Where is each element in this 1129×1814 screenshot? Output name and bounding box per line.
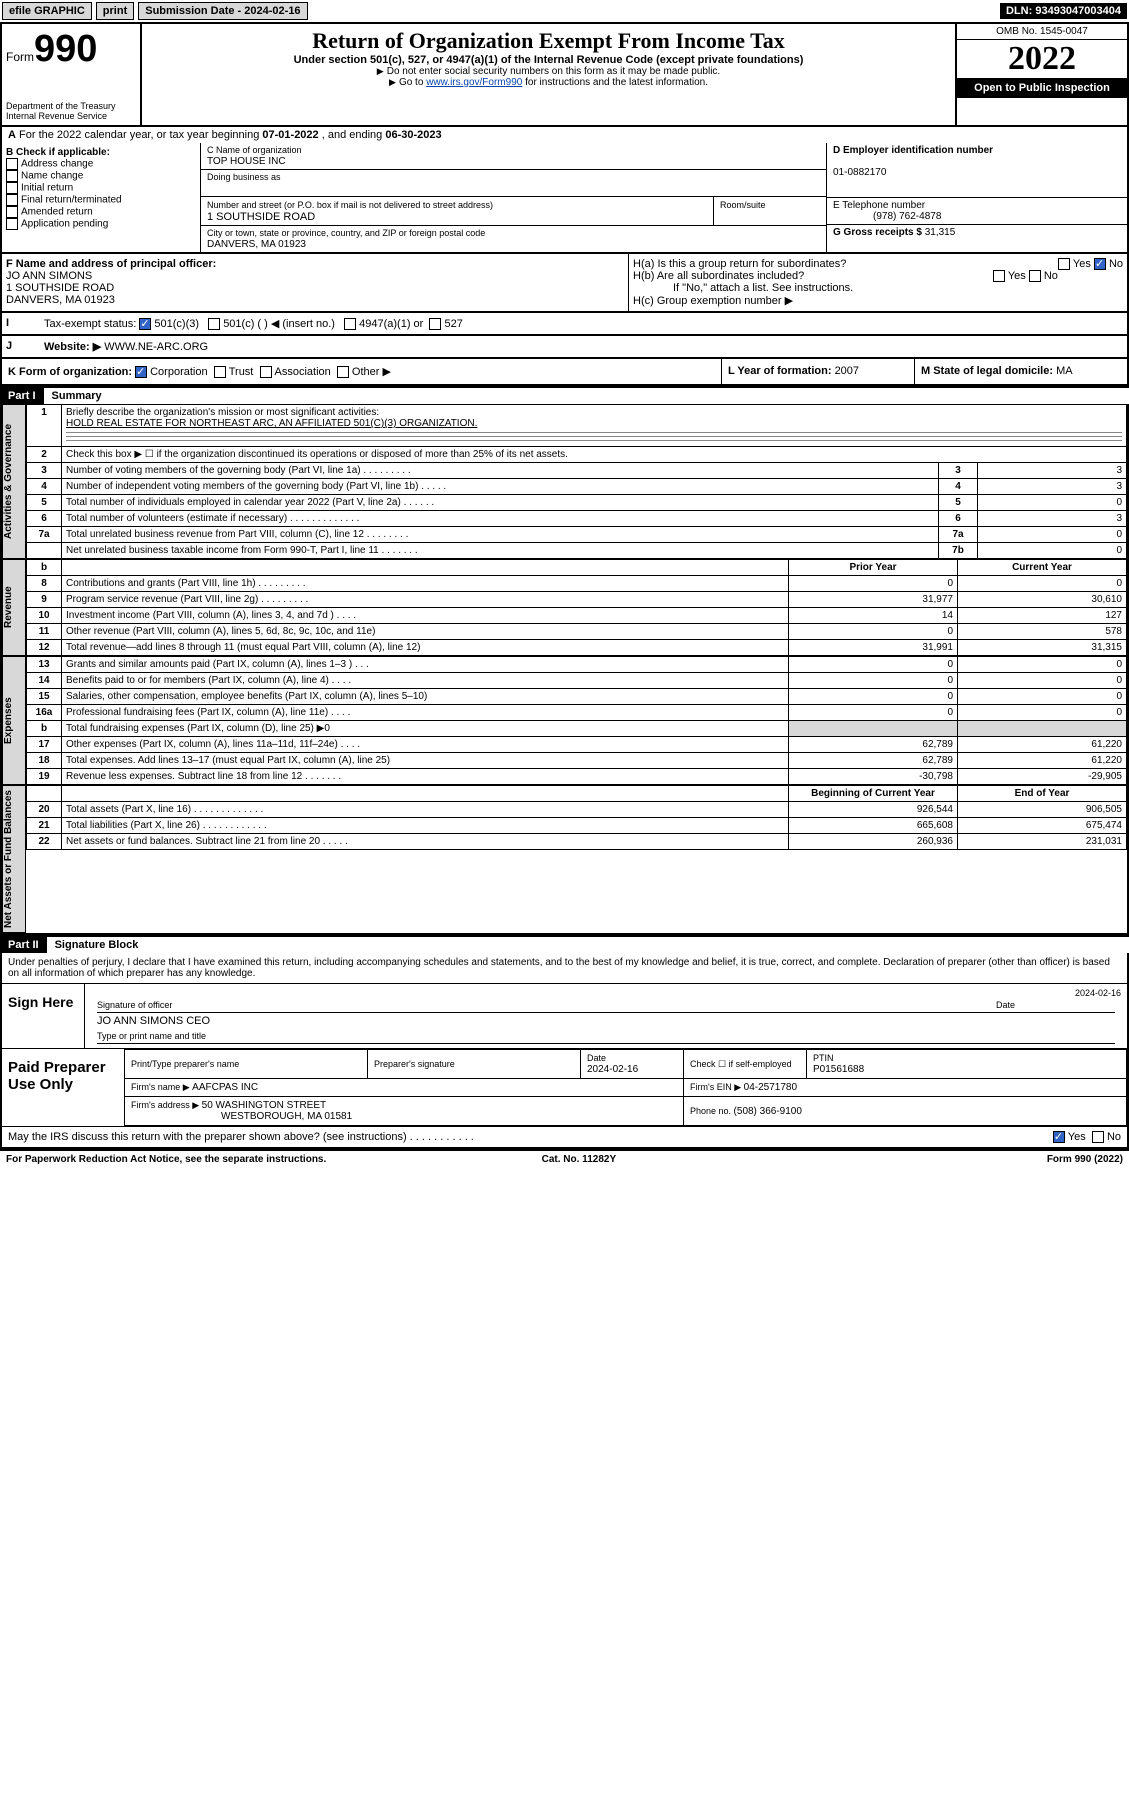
line-11: 11Other revenue (Part VIII, column (A), … [27, 624, 1127, 640]
expenses-section: Expenses 13Grants and similar amounts pa… [0, 656, 1129, 785]
box-k: K Form of organization: Corporation Trus… [2, 359, 721, 384]
line-18: 18Total expenses. Add lines 13–17 (must … [27, 753, 1127, 769]
gov-row-3: 3Number of voting members of the governi… [27, 463, 1127, 479]
box-e-phone: E Telephone number(978) 762-4878 [827, 198, 1127, 225]
box-c-dba: Doing business as [201, 170, 826, 197]
dln-label: DLN: 93493047003404 [1000, 3, 1127, 19]
part1-header: Part ISummary [0, 386, 1129, 404]
section-i: I Tax-exempt status: 501(c)(3) 501(c) ( … [0, 313, 1129, 336]
netassets-label: Net Assets or Fund Balances [2, 785, 26, 933]
box-b: B Check if applicable: Address changeNam… [2, 143, 201, 252]
paid-preparer-label: Paid Preparer Use Only [2, 1049, 124, 1126]
revenue-section: Revenue bPrior YearCurrent Year 8Contrib… [0, 559, 1129, 656]
box-l: L Year of formation: 2007 [721, 359, 914, 384]
print-button[interactable]: print [96, 2, 134, 20]
gov-row-7a: 7aTotal unrelated business revenue from … [27, 527, 1127, 543]
firm-address: Firm's address ▶ 50 WASHINGTON STREETWES… [125, 1097, 684, 1126]
checkbox-application-pending[interactable]: Application pending [6, 218, 196, 230]
line-20: 20Total assets (Part X, line 16) . . . .… [27, 802, 1127, 818]
omb-number: OMB No. 1545-0047 [957, 24, 1127, 40]
box-f: F Name and address of principal officer:… [2, 254, 629, 311]
form-number: 990 [34, 28, 97, 70]
top-bar: efile GRAPHIC print Submission Date - 20… [0, 0, 1129, 22]
subtitle-1: Under section 501(c), 527, or 4947(a)(1)… [146, 54, 951, 66]
box-m: M State of legal domicile: MA [914, 359, 1127, 384]
line-15: 15Salaries, other compensation, employee… [27, 689, 1127, 705]
box-c-city: City or town, state or province, country… [201, 226, 826, 252]
governance-section: Activities & Governance 1Briefly describ… [0, 404, 1129, 559]
signature-block: Under penalties of perjury, I declare th… [0, 953, 1129, 1149]
section-j: J Website: ▶ WWW.NE-ARC.ORG [0, 336, 1129, 359]
dept-treasury: Department of the Treasury [6, 101, 136, 111]
may-discuss: May the IRS discuss this return with the… [2, 1126, 1127, 1147]
checkbox-final-return-terminated[interactable]: Final return/terminated [6, 194, 196, 206]
line-10: 10Investment income (Part VIII, column (… [27, 608, 1127, 624]
sign-here-label: Sign Here [2, 984, 84, 1048]
part2-header: Part IISignature Block [0, 935, 1129, 953]
mission-statement: Briefly describe the organization's miss… [62, 405, 1127, 447]
line-19: 19Revenue less expenses. Subtract line 1… [27, 769, 1127, 785]
gov-row-6: 6Total number of volunteers (estimate if… [27, 511, 1127, 527]
line-14: 14Benefits paid to or for members (Part … [27, 673, 1127, 689]
preparer-name: Print/Type preparer's name [125, 1050, 368, 1079]
checkbox-amended-return[interactable]: Amended return [6, 206, 196, 218]
box-h-b: H(b) Are all subordinates included? Yes … [633, 270, 1123, 282]
expenses-label: Expenses [2, 656, 26, 785]
section-k-l-m: K Form of organization: Corporation Trus… [0, 359, 1129, 386]
revenue-label: Revenue [2, 559, 26, 656]
box-c-address: Number and street (or P.O. box if mail i… [201, 197, 713, 225]
subtitle-3: Go to www.irs.gov/Form990 for instructio… [146, 77, 951, 88]
line-21: 21Total liabilities (Part X, line 26) . … [27, 818, 1127, 834]
efile-label: efile GRAPHIC [2, 2, 92, 20]
form-title: Return of Organization Exempt From Incom… [146, 28, 951, 54]
firm-name: Firm's name ▶ AAFCPAS INC [125, 1079, 684, 1097]
row-a-tax-year: A For the 2022 calendar year, or tax yea… [0, 127, 1129, 143]
page-footer: For Paperwork Reduction Act Notice, see … [0, 1149, 1129, 1168]
checkbox-name-change[interactable]: Name change [6, 170, 196, 182]
box-h-b-note: If "No," attach a list. See instructions… [633, 282, 1123, 294]
firm-phone: Phone no. (508) 366-9100 [684, 1097, 1127, 1126]
line-13: 13Grants and similar amounts paid (Part … [27, 657, 1127, 673]
paperwork-notice: For Paperwork Reduction Act Notice, see … [6, 1154, 326, 1165]
box-g-receipts: G Gross receipts $ 31,315 [827, 225, 1127, 240]
open-inspection: Open to Public Inspection [957, 78, 1127, 98]
irs-link[interactable]: www.irs.gov/Form990 [426, 77, 522, 88]
subtitle-2: Do not enter social security numbers on … [146, 66, 951, 77]
netassets-section: Net Assets or Fund Balances Beginning of… [0, 785, 1129, 935]
form-version: Form 990 (2022) [1047, 1154, 1123, 1165]
irs-label: Internal Revenue Service [6, 111, 136, 121]
ptin: PTINP01561688 [807, 1050, 1127, 1079]
line-17: 17Other expenses (Part IX, column (A), l… [27, 737, 1127, 753]
submission-date: Submission Date - 2024-02-16 [138, 2, 307, 20]
firm-ein: Firm's EIN ▶ 04-2571780 [684, 1079, 1127, 1097]
line-12: 12Total revenue—add lines 8 through 11 (… [27, 640, 1127, 656]
form-header: Form990 Department of the Treasury Inter… [0, 22, 1129, 127]
line-16a: 16aProfessional fundraising fees (Part I… [27, 705, 1127, 721]
gov-row-7b: Net unrelated business taxable income fr… [27, 543, 1127, 559]
perjury-statement: Under penalties of perjury, I declare th… [2, 953, 1127, 983]
line-b: bTotal fundraising expenses (Part IX, co… [27, 721, 1127, 737]
section-f-h: F Name and address of principal officer:… [0, 254, 1129, 313]
checkbox-initial-return[interactable]: Initial return [6, 182, 196, 194]
line-2: Check this box ▶ ☐ if the organization d… [62, 447, 1127, 463]
gov-row-5: 5Total number of individuals employed in… [27, 495, 1127, 511]
preparer-date: Date2024-02-16 [581, 1050, 684, 1079]
governance-label: Activities & Governance [2, 404, 26, 559]
line-22: 22Net assets or fund balances. Subtract … [27, 834, 1127, 850]
box-d-ein: D Employer identification number01-08821… [827, 143, 1127, 198]
box-c-room: Room/suite [713, 197, 826, 225]
preparer-signature: Preparer's signature [368, 1050, 581, 1079]
box-h-c: H(c) Group exemption number ▶ [633, 294, 1123, 307]
form-word: Form [6, 50, 34, 64]
line-8: 8Contributions and grants (Part VIII, li… [27, 576, 1127, 592]
line-9: 9Program service revenue (Part VIII, lin… [27, 592, 1127, 608]
box-c-name: C Name of organizationTOP HOUSE INC [201, 143, 826, 170]
self-employed: Check ☐ if self-employed [684, 1050, 807, 1079]
gov-row-4: 4Number of independent voting members of… [27, 479, 1127, 495]
section-b-c-d: B Check if applicable: Address changeNam… [0, 143, 1129, 254]
catalog-number: Cat. No. 11282Y [542, 1154, 616, 1165]
box-h-a: H(a) Is this a group return for subordin… [633, 258, 1123, 270]
tax-year: 2022 [957, 40, 1127, 78]
checkbox-address-change[interactable]: Address change [6, 158, 196, 170]
